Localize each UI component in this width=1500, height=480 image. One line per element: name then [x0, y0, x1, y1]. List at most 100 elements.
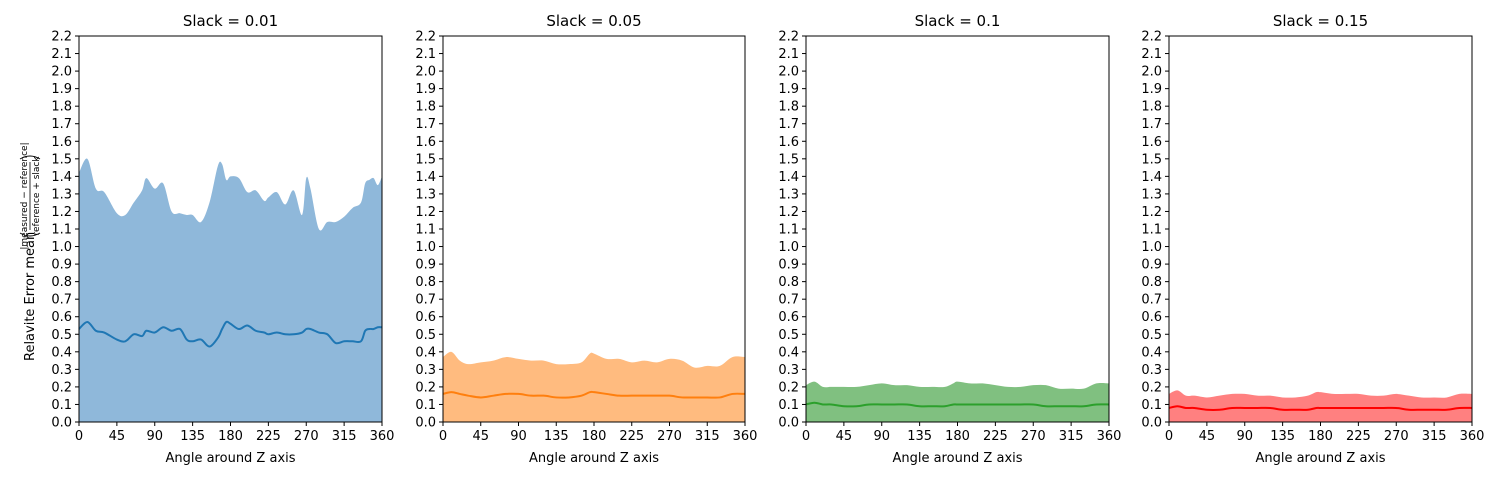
x-tick-label: 0 — [1165, 429, 1173, 444]
y-tick-label: 2.0 — [51, 65, 72, 80]
y-tick-label: 0.4 — [51, 345, 72, 360]
y-tick-label: 1.5 — [415, 152, 436, 167]
y-tick-label: 1.7 — [1141, 117, 1162, 132]
chart-title: Slack = 0.15 — [1273, 12, 1368, 30]
y-tick-label: 1.4 — [51, 170, 72, 185]
y-tick-label: 1.3 — [51, 187, 72, 202]
x-tick-label: 135 — [907, 429, 932, 444]
y-tick-label: 1.1 — [415, 223, 436, 238]
y-tick-label: 1.5 — [1141, 152, 1162, 167]
y-tick-label: 0.0 — [778, 416, 799, 431]
x-tick-label: 225 — [256, 429, 281, 444]
y-tick-label: 1.6 — [1141, 135, 1162, 150]
y-tick-label: 1.6 — [51, 135, 72, 150]
x-tick-label: 90 — [873, 429, 890, 444]
y-tick-label: 0.5 — [1141, 328, 1162, 343]
chart-panel-2: 0.0 0.1 0.2 0.3 0.4 0.5 0.6 0.7 0.8 0.9 1.0 1.1 1.2 1… — [415, 12, 757, 466]
x-tick-label: 45 — [109, 429, 126, 444]
y-tick-label: 0.0 — [1141, 416, 1162, 431]
error-band — [1169, 390, 1472, 422]
y-axis-label-left-paren — [19, 232, 41, 237]
x-axis-label: Angle around Z axis — [1255, 451, 1385, 466]
x-tick-label: 135 — [180, 429, 205, 444]
x-tick-label: 45 — [1199, 429, 1216, 444]
y-tick-label: 0.4 — [1141, 345, 1162, 360]
y-tick-label: 0.7 — [51, 293, 72, 308]
y-tick-label: 1.0 — [51, 240, 72, 255]
x-tick-label: 90 — [1236, 429, 1253, 444]
x-tick-label: 315 — [332, 429, 357, 444]
chart-title: Slack = 0.05 — [546, 12, 641, 30]
y-tick-label: 1.0 — [778, 240, 799, 255]
x-tick-label: 90 — [146, 429, 163, 444]
error-band — [79, 158, 382, 422]
y-tick-label: 1.5 — [778, 152, 799, 167]
error-band — [806, 381, 1109, 422]
x-tick-label: 180 — [218, 429, 243, 444]
x-tick-label: 270 — [1021, 429, 1046, 444]
x-tick-label: 180 — [1308, 429, 1333, 444]
y-tick-label: 0.5 — [51, 328, 72, 343]
mean-line — [805, 401, 1110, 408]
x-tick-label: 360 — [1460, 429, 1485, 444]
y-tick-label: 1.3 — [415, 187, 436, 202]
x-tick-label: 315 — [1059, 429, 1084, 444]
y-tick-label: 1.4 — [778, 170, 799, 185]
plot-frame — [805, 35, 1110, 423]
y-tick-label: 0.3 — [1141, 363, 1162, 378]
y-tick-label: 0.6 — [1141, 310, 1162, 325]
y-tick-label: 0.3 — [415, 363, 436, 378]
x-tick-label: 45 — [472, 429, 489, 444]
y-tick-label: 1.2 — [415, 205, 436, 220]
y-tick-label: 0.2 — [778, 380, 799, 395]
x-tick-label: 315 — [1422, 429, 1447, 444]
y-tick-label: 0.0 — [51, 416, 72, 431]
y-tick-label: 0.1 — [778, 398, 799, 413]
y-tick-label: 1.6 — [415, 135, 436, 150]
x-tick-label: 360 — [1097, 429, 1122, 444]
y-tick-label: 1.3 — [778, 187, 799, 202]
chart-title: Slack = 0.01 — [183, 12, 278, 30]
y-tick-label: 1.1 — [51, 223, 72, 238]
x-tick-label: 270 — [1384, 429, 1409, 444]
y-tick-label: 1.8 — [1141, 100, 1162, 115]
y-tick-label: 2.0 — [1141, 65, 1162, 80]
y-tick-label: 0.9 — [1141, 258, 1162, 273]
y-tick-label: 0.1 — [51, 398, 72, 413]
y-tick-label: 1.2 — [51, 205, 72, 220]
y-tick-label: 0.6 — [51, 310, 72, 325]
y-tick-label: 0.9 — [415, 258, 436, 273]
y-tick-label: 1.8 — [778, 100, 799, 115]
y-tick-label: 0.4 — [778, 345, 799, 360]
x-tick-label: 360 — [733, 429, 758, 444]
y-tick-label: 1.9 — [1141, 82, 1162, 97]
y-tick-label: 0.3 — [778, 363, 799, 378]
chart-panel-1: 0.0 0.1 0.2 0.3 0.4 0.5 0.6 0.7 0.8 0.9 1.0 1.1 1.2 1… — [51, 12, 394, 466]
y-tick-label: 1.0 — [415, 240, 436, 255]
y-tick-label: 2.1 — [1141, 47, 1162, 62]
y-tick-label: 1.7 — [778, 117, 799, 132]
y-tick-label: 1.1 — [778, 223, 799, 238]
y-tick-label: 2.2 — [1141, 30, 1162, 45]
x-tick-label: 360 — [370, 429, 395, 444]
y-axis-label: Relavite Error mean |measured − referenc… — [19, 142, 42, 361]
x-tick-label: 270 — [294, 429, 319, 444]
y-axis-label-right-paren — [19, 155, 41, 160]
x-tick-label: 180 — [945, 429, 970, 444]
y-tick-label: 0.5 — [415, 328, 436, 343]
error-band — [443, 351, 745, 422]
y-tick-label: 0.1 — [415, 398, 436, 413]
y-tick-label: 1.9 — [415, 82, 436, 97]
y-tick-label: 1.3 — [1141, 187, 1162, 202]
x-tick-label: 0 — [75, 429, 83, 444]
plot-frame — [1168, 35, 1473, 423]
y-tick-label: 2.1 — [51, 47, 72, 62]
y-tick-label: 1.8 — [51, 100, 72, 115]
y-tick-label: 1.7 — [51, 117, 72, 132]
y-tick-label: 0.5 — [778, 328, 799, 343]
y-tick-label: 1.7 — [415, 117, 436, 132]
y-tick-label: 0.4 — [415, 345, 436, 360]
y-tick-label: 2.0 — [415, 65, 436, 80]
y-tick-label: 0.7 — [778, 293, 799, 308]
